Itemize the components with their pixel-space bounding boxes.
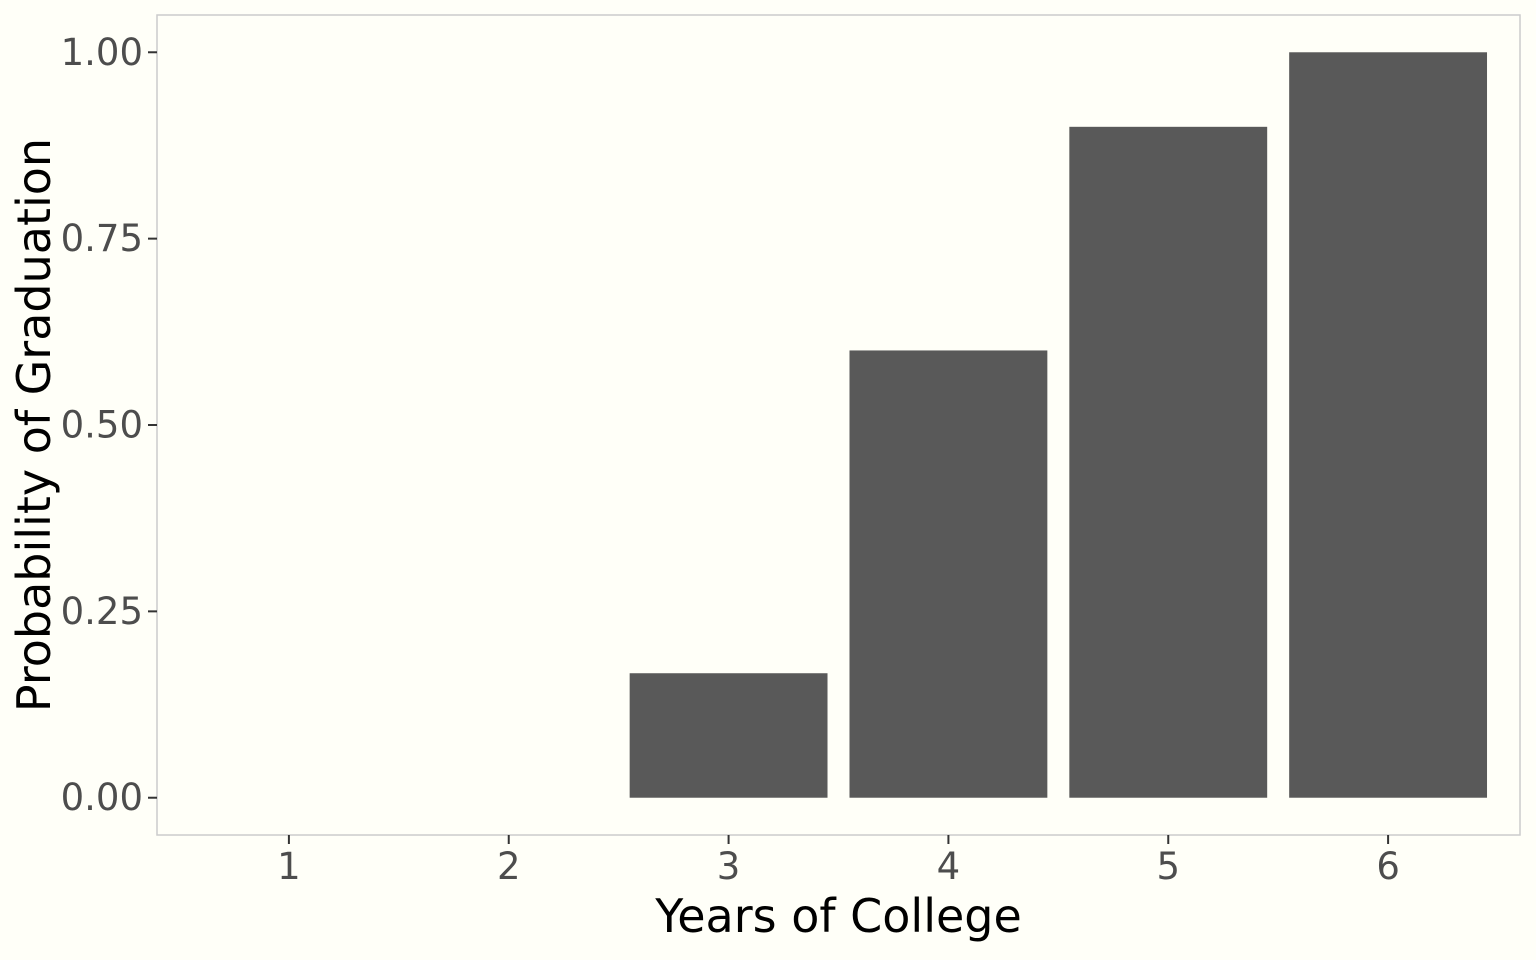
x-axis-title: Years of College xyxy=(654,889,1022,943)
x-tick-label: 1 xyxy=(277,845,301,888)
x-tick-label: 3 xyxy=(717,845,741,888)
y-tick-label: 0.25 xyxy=(61,590,143,633)
x-tick-label: 6 xyxy=(1376,845,1400,888)
x-tick-label: 4 xyxy=(937,845,961,888)
bar-6 xyxy=(1289,52,1488,798)
bar-4 xyxy=(849,350,1048,798)
y-tick-label: 0.50 xyxy=(61,404,143,447)
x-tick-label: 5 xyxy=(1156,845,1180,888)
bar-5 xyxy=(1069,126,1268,798)
y-tick-label: 0.75 xyxy=(61,217,143,260)
y-tick-label: 0.00 xyxy=(61,776,143,819)
bars-group xyxy=(629,52,1488,798)
y-axis: 0.00 0.25 0.50 0.75 1.00 xyxy=(61,31,157,819)
y-axis-title: Probability of Graduation xyxy=(7,138,61,712)
x-axis: 1 2 3 4 5 6 xyxy=(277,835,1400,888)
bar-3 xyxy=(629,673,828,798)
y-tick-label: 1.00 xyxy=(61,31,143,74)
x-tick-label: 2 xyxy=(497,845,521,888)
